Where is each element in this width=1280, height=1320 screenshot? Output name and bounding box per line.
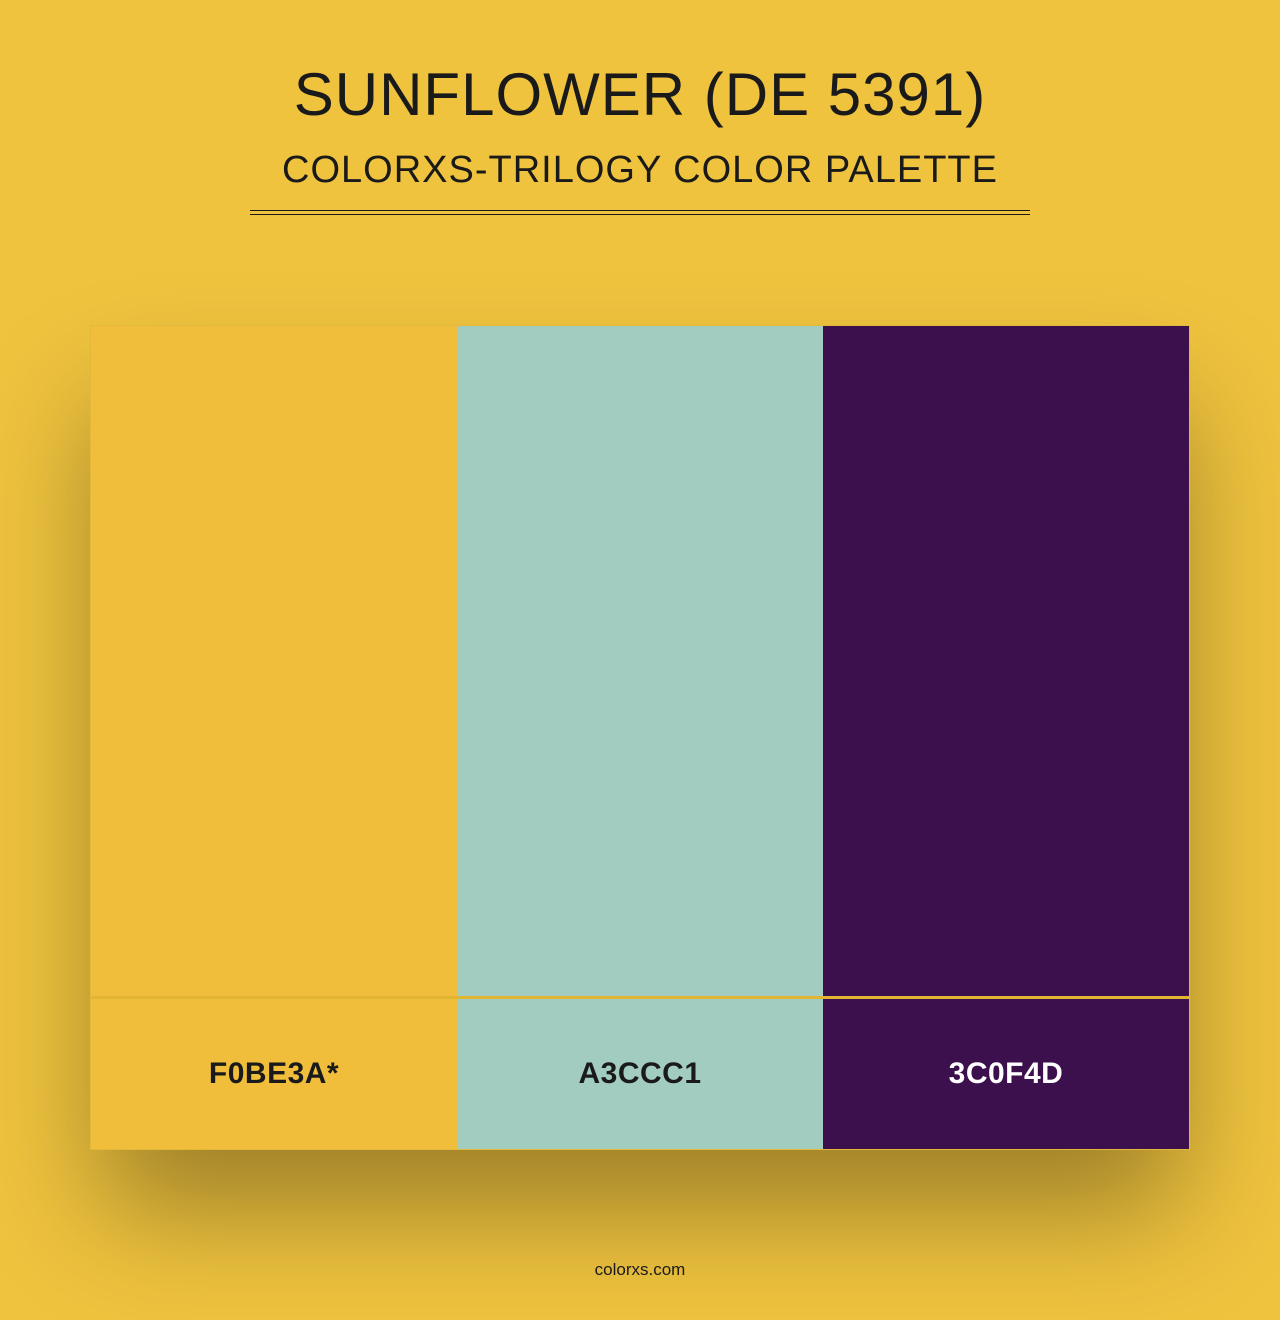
palette-page: SUNFLOWER (DE 5391) COLORXS-TRILOGY COLO… — [0, 0, 1280, 1320]
palette-column: F0BE3A* — [91, 326, 457, 1149]
swatch-label: 3C0F4D — [823, 999, 1189, 1149]
palette-card: F0BE3A*A3CCC13C0F4D — [90, 325, 1190, 1150]
swatch-top — [823, 326, 1189, 996]
palette-column: 3C0F4D — [823, 326, 1189, 1149]
swatch-label: F0BE3A* — [91, 999, 457, 1149]
swatch-label: A3CCC1 — [457, 999, 823, 1149]
page-title: SUNFLOWER (DE 5391) — [294, 60, 986, 129]
footer-text: colorxs.com — [0, 1260, 1280, 1280]
swatch-top — [91, 326, 457, 996]
swatch-top — [457, 326, 823, 996]
palette-column: A3CCC1 — [457, 326, 823, 1149]
title-divider — [250, 210, 1030, 215]
page-subtitle: COLORXS-TRILOGY COLOR PALETTE — [282, 149, 998, 192]
